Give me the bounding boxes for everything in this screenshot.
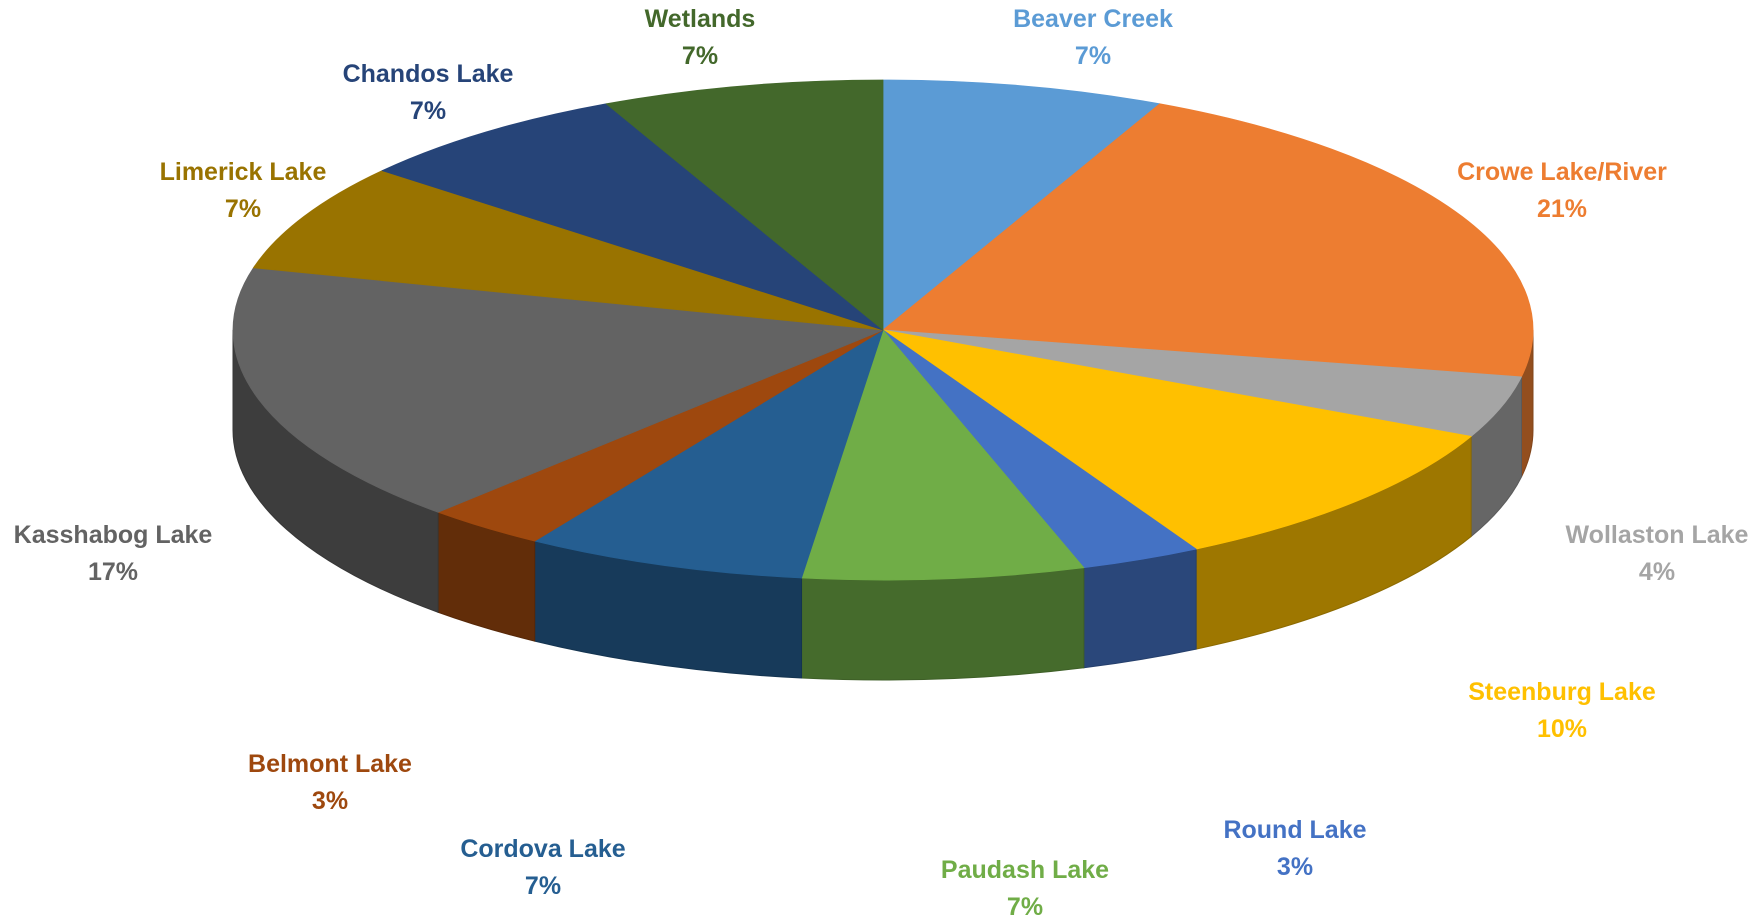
slice-label-chandos-lake: Chandos Lake [343,60,514,88]
pie-slice-chandos-lake[interactable] [381,103,884,331]
slice-label-kasshabog-lake: Kasshabog Lake [14,521,213,549]
slice-value-cordova-lake: 7% [525,872,561,900]
slice-label-steenburg-lake: Steenburg Lake [1468,678,1656,706]
slice-value-chandos-lake: 7% [410,97,446,125]
pie-slice-crowe-lake-river[interactable] [882,103,1534,378]
pie-top-faces [232,79,1534,581]
slice-label-round-lake: Round Lake [1223,816,1366,844]
slice-label-beaver-creek: Beaver Creek [1013,5,1173,33]
slice-label-paudash-lake: Paudash Lake [941,856,1109,884]
pie-slice-wetlands[interactable] [605,79,884,331]
slice-value-belmont-lake: 3% [312,787,348,815]
pie-slice-kasshabog-lake[interactable] [232,267,884,513]
pie-slice-cordova-lake[interactable] [534,329,884,579]
slice-value-limerick-lake: 7% [225,195,261,223]
pie-side-round-lake [1083,548,1197,669]
slice-label-crowe-lake-river: Crowe Lake/River [1457,158,1667,186]
pie-slice-limerick-lake[interactable] [253,170,884,331]
slice-label-belmont-lake: Belmont Lake [248,750,412,778]
slice-value-crowe-lake-river: 21% [1537,195,1587,223]
slice-label-wollaston-lake: Wollaston Lake [1566,521,1749,549]
slice-value-round-lake: 3% [1277,853,1313,881]
pie-slice-steenburg-lake[interactable] [882,329,1472,550]
pie-side-paudash-lake [801,567,1085,681]
slice-value-paudash-lake: 7% [1007,893,1043,919]
slice-value-steenburg-lake: 10% [1537,715,1587,743]
slice-value-wetlands: 7% [682,42,718,70]
pie-side-faces [232,329,1534,681]
pie-slice-paudash-lake[interactable] [801,329,1085,581]
slice-label-cordova-lake: Cordova Lake [460,835,625,863]
slice-value-beaver-creek: 7% [1075,42,1111,70]
slice-label-wetlands: Wetlands [645,5,756,33]
slice-label-limerick-lake: Limerick Lake [160,158,327,186]
slice-value-kasshabog-lake: 17% [88,558,138,586]
pie-slice-beaver-creek[interactable] [882,79,1161,331]
pie-labels: Beaver Creek 7% Crowe Lake/River 21% Wollast… [14,5,1749,919]
slice-value-wollaston-lake: 4% [1639,558,1675,586]
